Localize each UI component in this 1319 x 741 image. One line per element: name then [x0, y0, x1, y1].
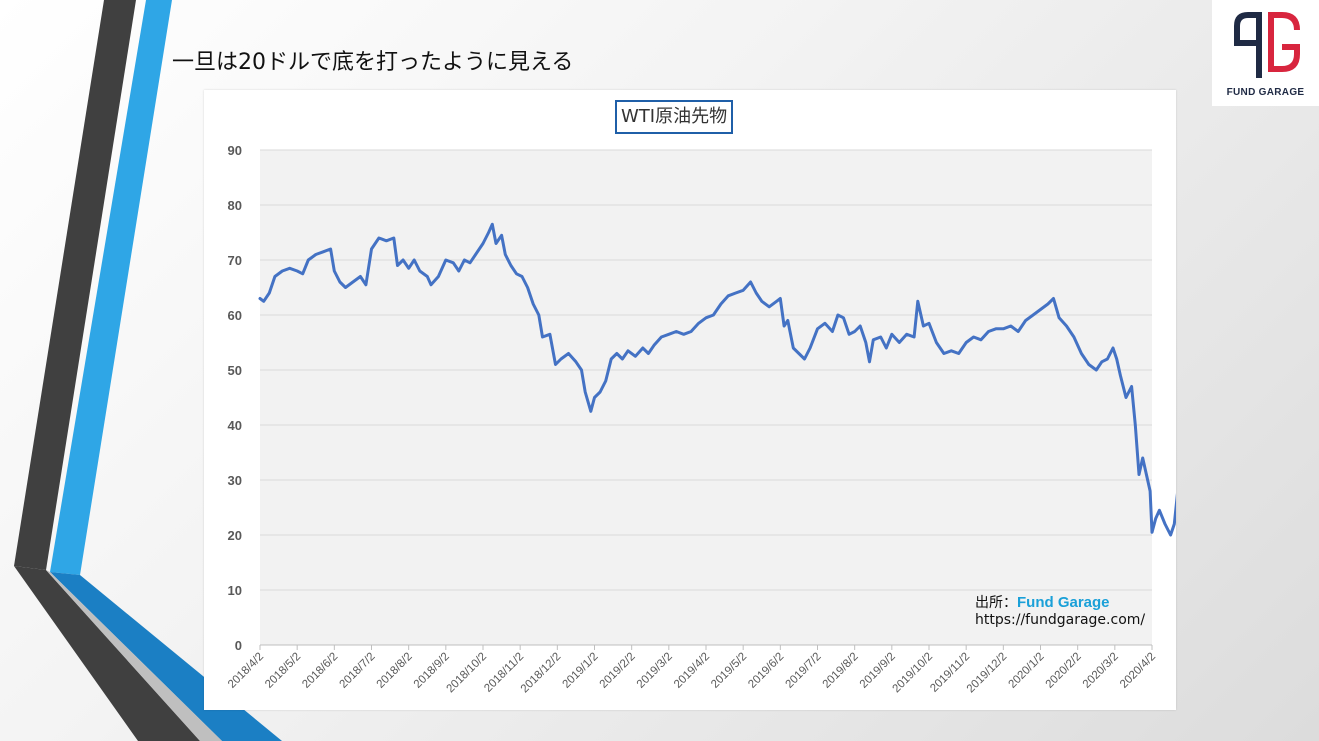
x-tick-label: 2018/5/2: [263, 651, 303, 691]
line-chart: 01020304050607080902018/4/22018/5/22018/…: [226, 143, 1176, 696]
x-tick-label: 2018/4/2: [226, 651, 266, 691]
source-line: 出所：Fund Garage: [975, 592, 1110, 612]
x-tick-label: 2020/2/2: [1044, 651, 1084, 691]
dark-stripe-lower: [14, 566, 200, 741]
y-tick-label: 90: [228, 143, 242, 158]
x-tick-label: 2018/7/2: [337, 651, 377, 691]
source-url: https://fundgarage.com/: [975, 612, 1146, 628]
x-tick-label: 2018/6/2: [300, 651, 340, 691]
x-tick-label: 2019/5/2: [709, 651, 749, 691]
source-label: 出所：: [975, 595, 1017, 611]
x-tick-label: 2020/1/2: [1006, 651, 1046, 691]
chart-title: WTI原油先物: [615, 100, 734, 134]
x-tick-label: 2019/8/2: [821, 651, 861, 691]
light-stripe-lower: [46, 570, 222, 741]
y-tick-label: 70: [228, 253, 242, 268]
x-tick-label: 2020/4/2: [1118, 651, 1158, 691]
y-tick-label: 50: [228, 363, 242, 378]
y-tick-label: 10: [228, 583, 242, 598]
y-tick-label: 40: [228, 418, 242, 433]
x-tick-label: 2019/2/2: [598, 651, 638, 691]
y-tick-label: 0: [235, 638, 242, 653]
x-tick-label: 2020/3/2: [1081, 651, 1121, 691]
x-tick-label: 2019/6/2: [746, 651, 786, 691]
y-tick-label: 60: [228, 308, 242, 323]
x-tick-label: 2019/3/2: [635, 651, 675, 691]
y-tick-label: 20: [228, 528, 242, 543]
x-tick-label: 2019/12/2: [965, 651, 1010, 696]
series-line: [258, 222, 1176, 537]
chart-card: 0 10 20 30 40 50 60 70 80 90 2018/4/2 2018/5/2 2018/…: [204, 90, 1176, 710]
fund-garage-logo-mark: [1234, 12, 1300, 78]
slide-title: 一旦は20ドルで底を打ったように見える: [172, 50, 574, 75]
logo-text: FUND GARAGE: [1226, 87, 1305, 98]
y-tick-label: 30: [228, 473, 242, 488]
x-tick-label: 2019/4/2: [672, 651, 712, 691]
logo: FUND GARAGE: [1212, 0, 1319, 106]
x-tick-label: 2018/8/2: [375, 651, 415, 691]
blue-stripe-upper: [50, 0, 172, 575]
source-brand: Fund Garage: [1017, 594, 1110, 611]
x-tick-label: 2018/12/2: [519, 651, 564, 696]
x-tick-label: 2019/10/2: [890, 651, 935, 696]
plot-area: [260, 150, 1152, 645]
x-tick-label: 2018/10/2: [444, 651, 489, 696]
y-tick-label: 80: [228, 198, 242, 213]
dark-stripe-upper: [14, 0, 136, 570]
x-tick-label: 2019/7/2: [783, 651, 823, 691]
x-tick-label: 2019/1/2: [560, 651, 600, 691]
